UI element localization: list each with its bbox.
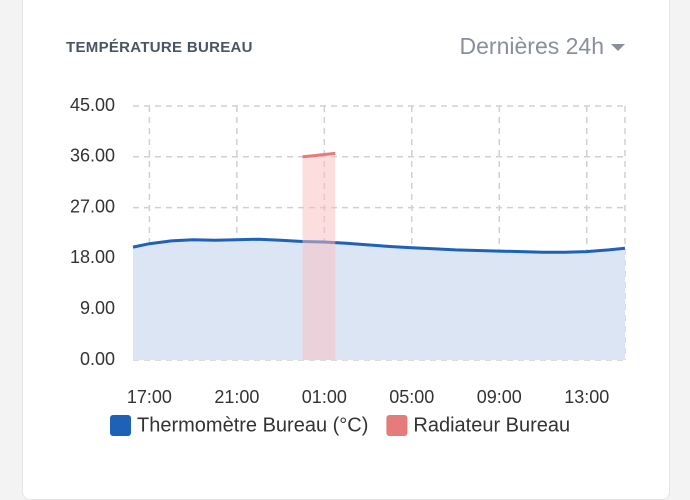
y-tick-label: 27.00 bbox=[70, 196, 115, 216]
y-tick-label: 36.00 bbox=[70, 146, 115, 166]
x-tick-label: 13:00 bbox=[564, 387, 609, 407]
x-tick-label: 09:00 bbox=[477, 387, 522, 407]
range-label[interactable]: Dernières 24h bbox=[460, 33, 604, 59]
x-tick-label: 17:00 bbox=[127, 387, 172, 407]
x-tick-label: 01:00 bbox=[302, 387, 347, 407]
legend-swatch bbox=[110, 415, 131, 436]
legend-swatch bbox=[386, 415, 408, 436]
legend-label: Thermomètre Bureau (°C) bbox=[137, 414, 368, 436]
y-tick-label: 18.00 bbox=[70, 247, 115, 267]
y-tick-label: 9.00 bbox=[80, 298, 115, 318]
chart: TEMPÉRATURE BUREAU Dernières 24h 0.00 9.0… bbox=[66, 33, 626, 436]
y-tick-label: 45.00 bbox=[70, 95, 115, 115]
area-fill bbox=[302, 153, 336, 360]
card-title: TEMPÉRATURE BUREAU bbox=[66, 39, 253, 56]
page: {"header": {"title": "TEMPÉRATURE BUREAU… bbox=[22, 0, 670, 500]
area-fill bbox=[133, 239, 625, 360]
y-tick-label: 0.00 bbox=[80, 349, 115, 369]
line bbox=[302, 151, 336, 159]
x-tick-label: 05:00 bbox=[389, 387, 434, 407]
legend-label: Radiateur Bureau bbox=[413, 414, 570, 436]
range-dropdown[interactable]: Dernières 24h bbox=[460, 33, 625, 59]
line bbox=[132, 237, 626, 254]
dropdown-caret[interactable] bbox=[611, 44, 625, 51]
x-tick-label: 21:00 bbox=[214, 387, 259, 407]
